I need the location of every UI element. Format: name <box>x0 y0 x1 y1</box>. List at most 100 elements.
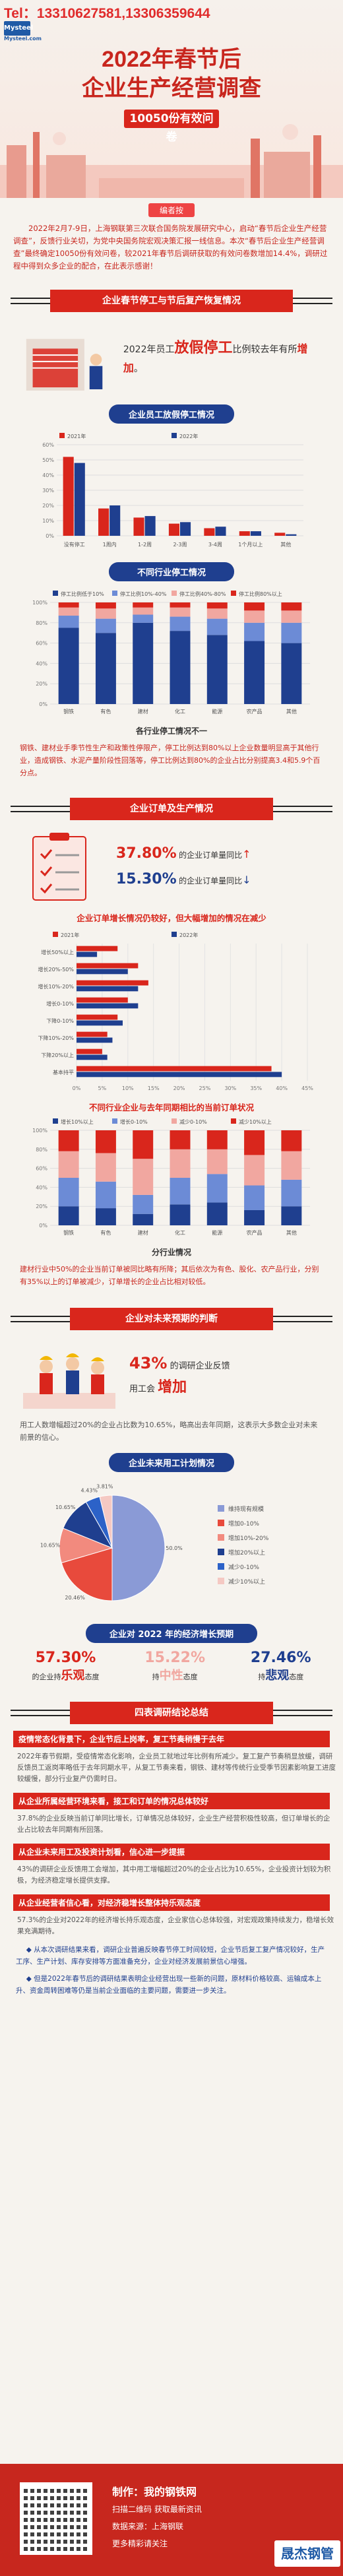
bar <box>77 1020 123 1026</box>
bar <box>77 1003 139 1009</box>
conclusion-item-body: 43%的调研企业反馈用工会增加，其中用工增幅超过20%的企业占比为10.65%，… <box>17 1865 331 1884</box>
bar-segment <box>58 1130 79 1151</box>
y-tick-label: 30% <box>42 488 54 494</box>
intro-section: 编者按 2022年2月7-9日，上海钢联第三次联合国务院发展研究中心，启动“春节… <box>0 203 343 273</box>
bar-segment <box>244 622 265 641</box>
bar <box>77 969 128 975</box>
y-tick-label: 100% <box>32 600 47 606</box>
bar <box>77 1072 282 1078</box>
x-tick-label: 0% <box>73 1085 81 1091</box>
bar <box>239 531 250 536</box>
pessimistic-prefix: 持 <box>258 1673 266 1681</box>
bar <box>77 951 98 957</box>
pie-data-label: 3.81% <box>96 1484 113 1490</box>
legend-label: 停工比例10%-40% <box>120 591 167 597</box>
bar <box>180 522 191 536</box>
footer-scan: 扫描二维码 获取最新资讯 <box>112 2505 202 2514</box>
bar <box>74 463 85 536</box>
hero-banner: Tel：13310627581,13306359644 Mysteel Myst… <box>0 0 343 198</box>
bar-segment <box>281 602 302 611</box>
y-tick-label: 50% <box>42 457 54 463</box>
legend-label: 增加0-10% <box>228 1520 259 1528</box>
bar <box>77 1037 113 1043</box>
bar-segment <box>133 1213 154 1225</box>
legend-swatch <box>172 932 177 937</box>
bar <box>109 505 121 536</box>
legend-label: 增加10%-20% <box>228 1534 269 1542</box>
bar-segment <box>244 641 265 704</box>
bar-segment <box>95 608 116 619</box>
bar-segment <box>133 1159 154 1195</box>
x-tick-label: 农产品 <box>247 1229 263 1236</box>
x-tick-label: 农产品 <box>247 708 263 715</box>
qr-code[interactable] <box>20 2482 92 2555</box>
bar <box>286 534 297 536</box>
chart-industry-orders: 增长10%以上 增长0-10% 减少0-10% 减少10%以上 0% 20% 40% 60% 8… <box>32 1118 310 1236</box>
bar <box>77 1066 272 1072</box>
bar-segment <box>170 1204 191 1225</box>
phone-number: Tel：13310627581,13306359644 <box>4 6 210 21</box>
chart-order-growth: 2021年 2022年 0% 5% 10% 15% 20% 25% 30% 35% 40% 45% 增长… <box>38 932 313 1091</box>
stat-text-pre: 2022年员工 <box>123 344 175 355</box>
pie-slice <box>99 1495 113 1549</box>
bar <box>77 946 118 951</box>
x-tick-label: 40% <box>276 1085 288 1091</box>
y-tick-label: 40% <box>36 660 47 666</box>
legend-label: 2022年 <box>179 433 198 439</box>
y-tick-label: 40% <box>36 1184 47 1190</box>
legend-label: 停工比例40%-80% <box>179 591 226 597</box>
bar-segment <box>206 1174 228 1203</box>
bar-segment <box>244 1130 265 1155</box>
x-tick-label: 其他 <box>280 541 291 548</box>
bar <box>77 986 139 992</box>
section4-header: 四表调研结论总结 <box>11 1702 332 1724</box>
optimistic-pct: 57.30% <box>35 1650 96 1666</box>
order-up-text: 的企业订单量同比 <box>179 851 243 860</box>
section3-title: 企业对未来预期的判断 <box>70 1308 273 1330</box>
order-down-pct: 15.30% <box>116 871 177 887</box>
clipboard-illustration <box>32 833 86 901</box>
y-tick-label: 0% <box>39 701 47 707</box>
pie-data-label: 10.65% <box>40 1542 61 1548</box>
bar-segment <box>133 1194 154 1214</box>
legend-swatch <box>218 1520 224 1526</box>
y-tick-label: 10% <box>42 518 54 524</box>
chart-employee-shutdown: 2021年 2022年 0% 10% 20% 30% 40% 50% 60% 没有停工 1周内 1-2… <box>42 433 303 548</box>
conclusion-list: 疫情常态化背景下，企业节后上岗率，复工节奏稍慢于去年 2022年春节假期，受疫情… <box>0 1731 343 1941</box>
bar-segment <box>206 1202 228 1225</box>
shutdown-illustration <box>26 338 103 391</box>
bar <box>77 1031 108 1037</box>
conclusion-item: 从企业未来用工及投资计划看，信心进一步提振 43%的调研企业反馈用工会增加，其中… <box>0 1844 343 1890</box>
bar <box>204 528 215 536</box>
conclusion-item-body: 2022年春节假期，受疫情常态化影响，企业员工就地过年比例有所减少。复工复产节奏… <box>17 1753 336 1783</box>
legend-label: 停工比例低于10% <box>61 591 104 597</box>
forecast-pessimistic: 27.46% 持悲观态度 <box>251 1650 311 1683</box>
chart1-title: 企业员工放假停工情况 <box>109 404 234 424</box>
legend-swatch <box>172 591 177 596</box>
bar-segment <box>244 1155 265 1186</box>
optimistic-word: 乐观 <box>61 1669 85 1683</box>
y-tick-label: 60% <box>42 442 54 448</box>
y-tick-label: 下降0-10% <box>46 1017 74 1024</box>
bar-segment <box>133 1130 154 1159</box>
logo-mark: Mysteel <box>4 21 33 36</box>
hiring-emph: 增加 <box>158 1379 187 1396</box>
bar-segment <box>58 602 79 608</box>
order-down-text: 的企业订单量同比 <box>179 876 243 886</box>
mysteel-logo: Mysteel Mysteel.com <box>4 21 47 45</box>
section1-stat: 2022年员工放假停工比例较去年有所增加。 <box>20 319 323 398</box>
workers-illustration <box>23 1353 115 1409</box>
bar-segment <box>170 607 191 617</box>
bar-segment <box>281 1179 302 1207</box>
pessimistic-word: 悲观 <box>265 1669 290 1683</box>
optimistic-prefix: 持 <box>53 1673 61 1681</box>
y-tick-label: 增长20%-50% <box>38 966 75 973</box>
bar <box>274 532 286 536</box>
bar-segment <box>281 1130 302 1151</box>
x-tick-label: 有色 <box>100 1229 111 1236</box>
optimistic-prefix-desc: 的企业 <box>32 1673 54 1681</box>
bar-segment <box>58 1178 79 1207</box>
legend-label: 维持现有规模 <box>228 1505 264 1513</box>
bar-segment <box>206 1130 228 1149</box>
bar <box>63 457 74 536</box>
